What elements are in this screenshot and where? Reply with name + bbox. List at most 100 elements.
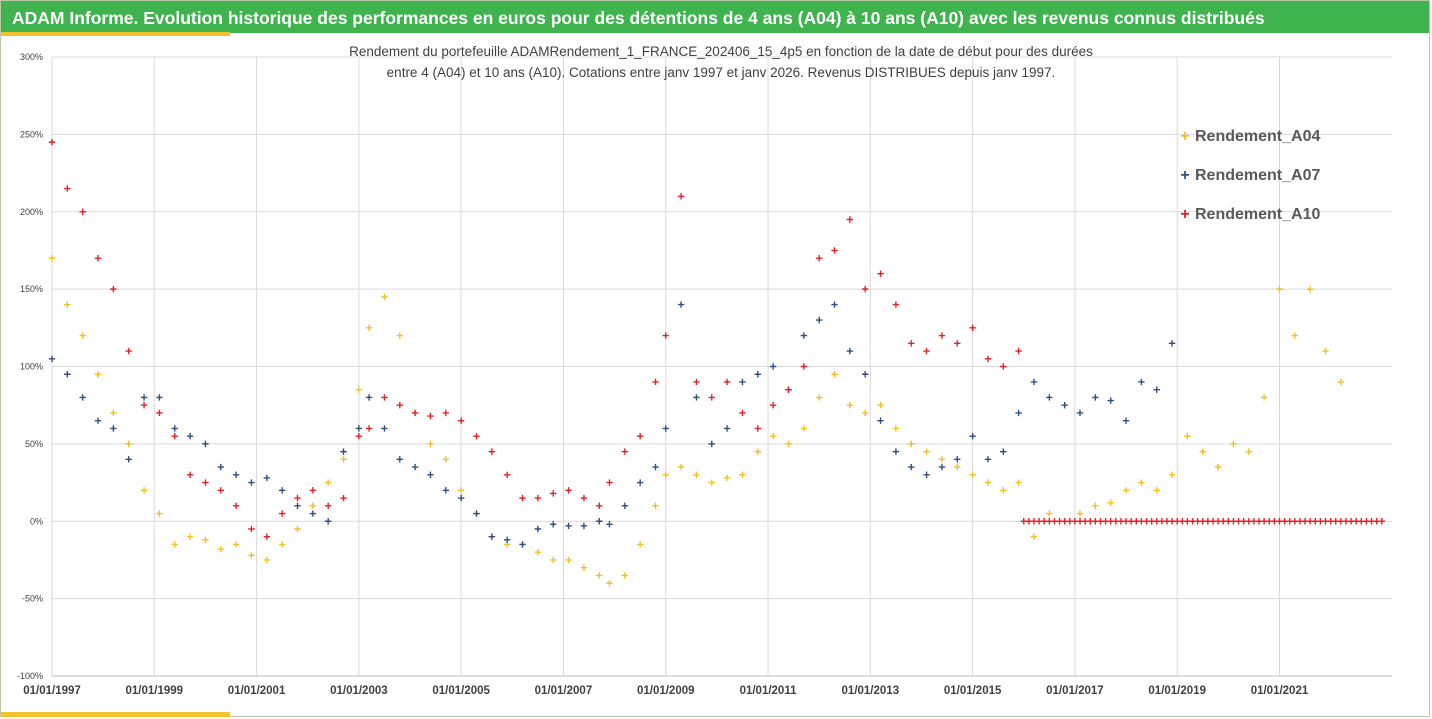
point-rendement-a07 — [1046, 394, 1053, 401]
point-rendement-a04 — [1015, 479, 1022, 486]
point-rendement-a04 — [1184, 432, 1191, 440]
point-rendement-a07 — [969, 432, 976, 440]
point-rendement-a04 — [1245, 448, 1252, 455]
point-rendement-a07 — [662, 425, 669, 432]
point-rendement-a10 — [1000, 363, 1007, 370]
x-tick-label: 01/01/2009 — [637, 685, 695, 697]
point-rendement-a10 — [580, 494, 588, 502]
point-rendement-a07 — [232, 471, 240, 479]
point-rendement-a07 — [110, 425, 117, 432]
point-rendement-a04 — [202, 536, 209, 544]
point-rendement-a10 — [565, 487, 572, 494]
point-rendement-a07 — [923, 471, 930, 479]
point-rendement-a10 — [156, 409, 163, 417]
point-rendement-a10 — [862, 285, 869, 293]
point-rendement-a07 — [156, 394, 163, 401]
point-rendement-a10 — [1015, 347, 1022, 355]
point-rendement-a07 — [815, 316, 823, 324]
point-rendement-a10 — [294, 494, 301, 502]
point-rendement-a04 — [984, 479, 992, 486]
point-rendement-a07 — [954, 456, 961, 463]
point-rendement-a10 — [754, 425, 762, 432]
point-rendement-a04 — [954, 463, 961, 471]
point-rendement-a10 — [908, 340, 915, 347]
point-rendement-a07 — [488, 533, 496, 540]
y-tick-label: 150% — [20, 284, 43, 294]
point-rendement-a07 — [186, 432, 194, 440]
point-rendement-a07 — [442, 487, 450, 494]
x-tick-label: 01/01/1997 — [23, 685, 81, 697]
accent-strip-top — [1, 32, 230, 36]
point-rendement-a07 — [1092, 394, 1099, 401]
y-tick-labels: 300% 250% 200% 150% 100% 50% 0% -50% -100% — [17, 52, 43, 681]
point-rendement-a10 — [186, 471, 194, 479]
point-rendement-a07 — [534, 525, 542, 533]
point-rendement-a07 — [1168, 340, 1176, 347]
point-rendement-a07 — [140, 394, 148, 401]
point-rendement-a07 — [621, 502, 629, 509]
point-rendement-a04 — [442, 456, 450, 463]
point-rendement-a07 — [1107, 397, 1114, 404]
point-rendement-a04 — [110, 409, 117, 417]
point-rendement-a07 — [473, 510, 480, 517]
point-rendement-a04 — [1138, 479, 1145, 486]
point-rendement-a10 — [340, 494, 347, 502]
point-rendement-a04 — [263, 556, 271, 564]
point-rendement-a04 — [1030, 533, 1038, 540]
point-rendement-a10 — [923, 347, 930, 355]
point-rendement-a07 — [427, 471, 434, 479]
point-rendement-a07 — [457, 494, 465, 502]
point-rendement-a04 — [294, 525, 301, 533]
point-rendement-a07 — [1122, 417, 1130, 424]
point-rendement-a10 — [488, 448, 496, 455]
point-rendement-a10 — [427, 412, 434, 420]
point-rendement-a10 — [442, 409, 450, 417]
point-rendement-a04 — [1046, 510, 1053, 517]
point-rendement-a07 — [503, 536, 511, 544]
point-rendement-a10 — [381, 394, 388, 401]
point-rendement-a10 — [984, 355, 992, 362]
grid — [51, 56, 1392, 677]
point-rendement-a07 — [652, 463, 659, 471]
x-tick-label: 01/01/1999 — [126, 685, 184, 697]
point-rendement-a07 — [64, 371, 71, 378]
point-rendement-a07 — [263, 474, 271, 482]
point-rendement-a10 — [248, 525, 255, 533]
point-rendement-a04 — [565, 556, 572, 564]
legend-label-a10: Rendement_A10 — [1195, 206, 1320, 223]
point-rendement-a10 — [396, 401, 403, 409]
point-rendement-a10 — [263, 533, 271, 540]
point-rendement-a04 — [140, 487, 148, 494]
point-rendement-a04 — [1000, 487, 1007, 494]
point-rendement-a04 — [662, 471, 669, 479]
point-rendement-a10 — [473, 432, 480, 440]
point-rendement-a04 — [580, 564, 588, 571]
point-rendement-a04 — [815, 394, 823, 401]
point-rendement-a04 — [381, 293, 388, 301]
point-rendement-a10 — [232, 502, 240, 509]
point-rendement-a04 — [708, 479, 715, 486]
point-rendement-a07 — [381, 425, 388, 432]
point-rendement-a07 — [769, 363, 777, 370]
point-rendement-a04 — [248, 552, 255, 559]
point-rendement-a04 — [171, 541, 178, 548]
point-rendement-a10 — [217, 487, 224, 494]
x-tick-label: 01/01/2019 — [1148, 685, 1206, 697]
point-rendement-a07 — [984, 456, 992, 463]
point-rendement-a07 — [519, 541, 526, 548]
point-rendement-a10 — [877, 270, 884, 277]
point-rendement-a04 — [606, 579, 613, 587]
point-rendement-a04 — [1107, 499, 1114, 506]
point-rendement-a04 — [800, 425, 808, 432]
point-rendement-a07 — [892, 448, 900, 455]
legend-label-a04: Rendement_A04 — [1195, 128, 1320, 145]
x-tick-label: 01/01/2021 — [1251, 685, 1309, 697]
point-rendement-a10 — [636, 432, 644, 440]
point-rendement-a10 — [79, 208, 86, 215]
point-rendement-a04 — [862, 409, 869, 417]
point-rendement-a04 — [1122, 487, 1130, 494]
point-rendement-a07 — [324, 518, 332, 525]
point-rendement-a04 — [1214, 463, 1222, 471]
legend-item-a04: + Rendement_A04 — [1180, 128, 1320, 145]
point-rendement-a04 — [754, 448, 762, 455]
